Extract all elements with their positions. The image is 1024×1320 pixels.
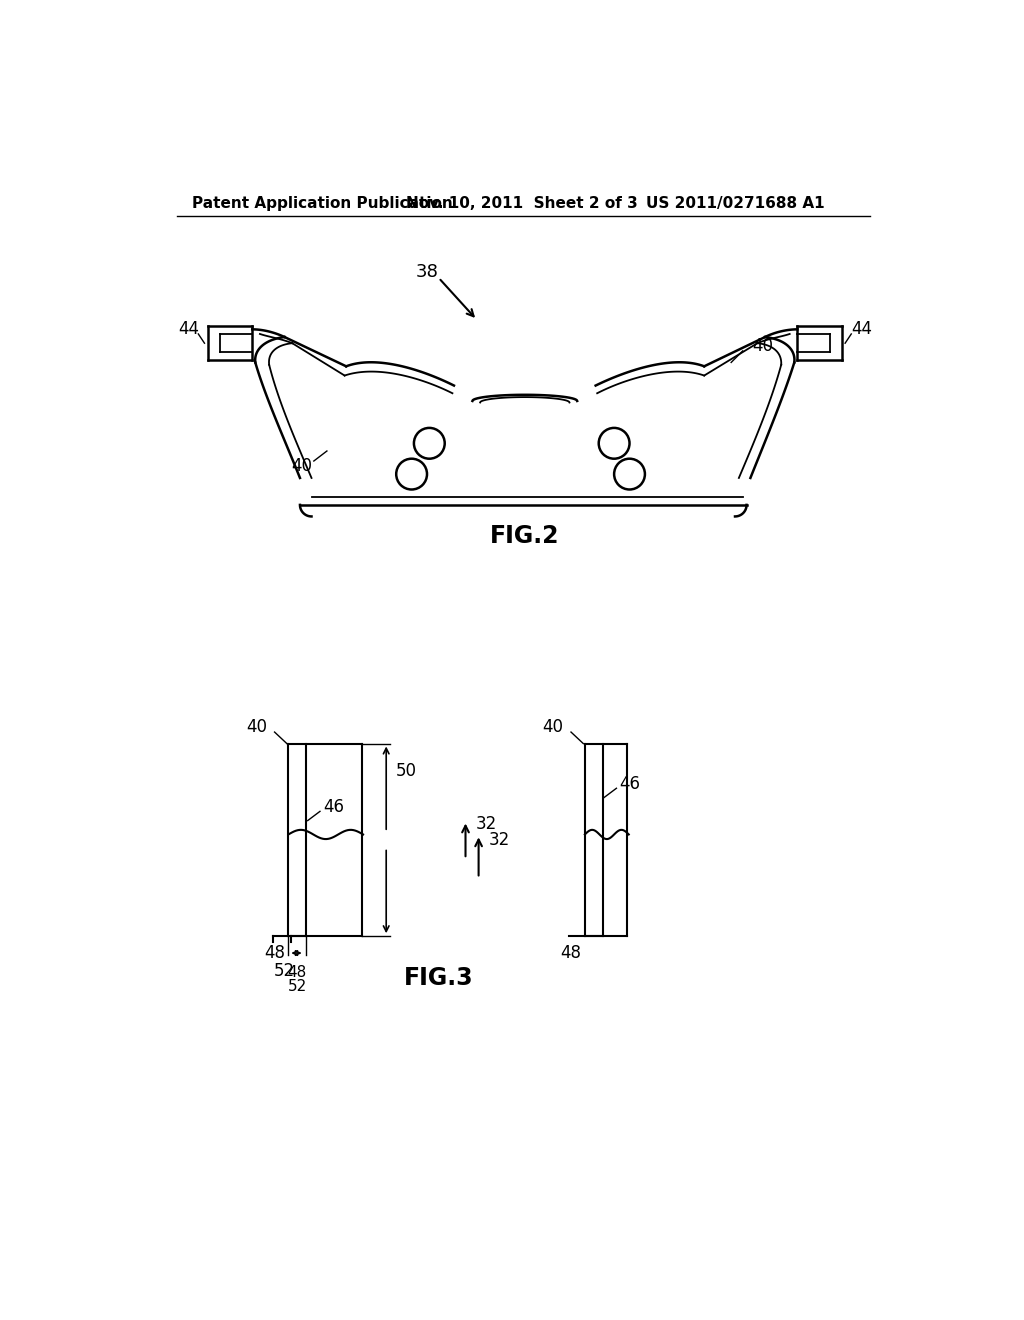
Text: 38: 38 [416,264,438,281]
Text: 46: 46 [323,797,344,816]
Text: Nov. 10, 2011  Sheet 2 of 3: Nov. 10, 2011 Sheet 2 of 3 [407,195,638,211]
Text: 52: 52 [274,962,295,979]
Text: 48: 48 [264,944,285,962]
Text: 48: 48 [288,965,307,981]
Text: 46: 46 [620,775,640,792]
Text: 44: 44 [852,321,872,338]
Text: 48: 48 [560,944,582,962]
Text: 52: 52 [288,979,307,994]
Text: 40: 40 [291,458,312,475]
Circle shape [599,428,630,459]
Text: 50: 50 [395,762,417,780]
Text: 32: 32 [475,814,497,833]
Text: FIG.3: FIG.3 [403,966,473,990]
Circle shape [614,459,645,490]
Text: 40: 40 [246,718,267,735]
Text: Patent Application Publication: Patent Application Publication [193,195,453,211]
Text: 44: 44 [178,321,199,338]
Text: US 2011/0271688 A1: US 2011/0271688 A1 [646,195,825,211]
Text: 40: 40 [753,337,774,355]
Text: 40: 40 [543,718,563,735]
Circle shape [396,459,427,490]
Text: FIG.2: FIG.2 [490,524,559,548]
Circle shape [414,428,444,459]
Text: 32: 32 [488,830,510,849]
